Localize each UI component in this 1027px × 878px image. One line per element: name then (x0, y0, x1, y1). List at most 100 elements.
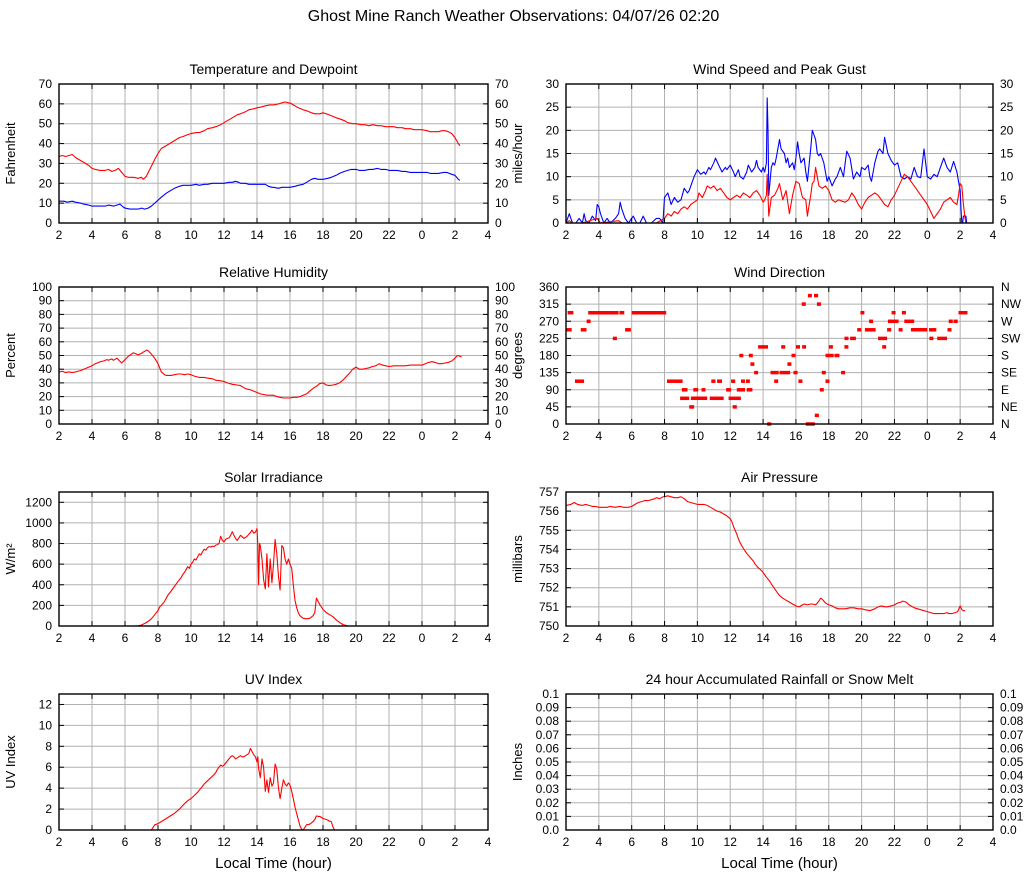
svg-text:14: 14 (250, 631, 264, 645)
svg-text:200: 200 (32, 598, 52, 612)
tick-marks (565, 286, 994, 425)
svg-text:30: 30 (495, 376, 509, 390)
svg-text:2: 2 (56, 429, 63, 443)
svg-text:0.07: 0.07 (1000, 728, 1024, 742)
svg-text:12: 12 (217, 631, 231, 645)
svg-text:22: 22 (888, 631, 902, 645)
svg-text:2: 2 (957, 631, 964, 645)
svg-text:6: 6 (628, 429, 635, 443)
tick-marks (565, 491, 994, 627)
svg-text:25: 25 (1000, 100, 1014, 114)
svg-text:12: 12 (724, 631, 738, 645)
svg-text:0: 0 (419, 631, 426, 645)
svg-text:0: 0 (552, 216, 559, 230)
svg-text:20: 20 (855, 835, 869, 849)
svg-text:12: 12 (217, 429, 231, 443)
x-tick-labels: 2 4 6 8 10 12 14 16 18 20 22 0 2 4 (56, 835, 492, 849)
svg-text:18: 18 (316, 228, 330, 242)
svg-text:756: 756 (539, 504, 559, 518)
svg-text:0.02: 0.02 (536, 796, 560, 810)
svg-text:10: 10 (691, 631, 705, 645)
svg-text:2: 2 (56, 835, 63, 849)
svg-text:E: E (1001, 383, 1009, 397)
svg-text:14: 14 (250, 228, 264, 242)
svg-text:10: 10 (39, 718, 53, 732)
y-tick-labels: 0 10 20 30 40 50 60 70 0 10 20 30 40 50 60 70 (39, 77, 509, 230)
svg-text:20: 20 (546, 123, 560, 137)
y-tick-labels: 0 2 4 6 8 10 12 (39, 697, 53, 837)
svg-text:14: 14 (250, 429, 264, 443)
svg-text:4: 4 (485, 429, 492, 443)
svg-text:0.09: 0.09 (536, 701, 560, 715)
svg-text:60: 60 (495, 335, 509, 349)
svg-text:20: 20 (855, 429, 869, 443)
svg-text:20: 20 (349, 835, 363, 849)
series-wind_speed-line (565, 166, 969, 224)
svg-text:0.08: 0.08 (1000, 714, 1024, 728)
y-axis-label: degrees (510, 332, 525, 379)
svg-text:0.0: 0.0 (1000, 823, 1017, 837)
x-tick-labels: 2 4 6 8 10 12 14 16 18 20 22 0 2 4 (56, 429, 492, 443)
svg-text:14: 14 (756, 631, 770, 645)
x-tick-labels: 2 4 6 8 10 12 14 16 18 20 22 0 2 4 (563, 429, 997, 443)
svg-text:10: 10 (495, 196, 509, 210)
svg-text:16: 16 (789, 631, 803, 645)
chart-solar_irradiance: 2 4 6 8 10 12 14 16 18 20 22 0 2 40200400600800100012… (3, 469, 492, 645)
svg-text:4: 4 (485, 835, 492, 849)
svg-text:180: 180 (539, 349, 559, 363)
svg-text:4: 4 (596, 835, 603, 849)
tick-marks (565, 83, 994, 224)
series-uv-line (59, 747, 462, 831)
svg-text:50: 50 (39, 117, 53, 131)
svg-text:W: W (1001, 314, 1013, 328)
svg-text:752: 752 (539, 581, 559, 595)
svg-text:0.03: 0.03 (536, 782, 560, 796)
svg-text:40: 40 (39, 362, 53, 376)
svg-text:4: 4 (89, 835, 96, 849)
tick-marks (58, 286, 489, 425)
svg-text:14: 14 (250, 835, 264, 849)
gridlines (58, 694, 489, 831)
svg-text:70: 70 (39, 77, 53, 91)
svg-text:8: 8 (661, 631, 668, 645)
svg-text:0.07: 0.07 (536, 728, 560, 742)
gridlines (565, 286, 994, 425)
chart-wind_direction: 2 4 6 8 10 12 14 16 18 20 22 0 2 40459013518022527031… (510, 264, 1022, 443)
svg-text:6: 6 (122, 228, 129, 242)
svg-text:2: 2 (563, 631, 570, 645)
svg-text:NW: NW (1001, 297, 1022, 311)
chart-title: Relative Humidity (219, 264, 328, 280)
svg-text:2: 2 (957, 429, 964, 443)
x-tick-labels: 2 4 6 8 10 12 14 16 18 20 22 0 2 4 (563, 835, 997, 849)
svg-text:4: 4 (990, 631, 997, 645)
svg-text:0.09: 0.09 (1000, 701, 1024, 715)
series-temperature-line (58, 101, 461, 180)
svg-text:1200: 1200 (25, 495, 52, 509)
svg-text:20: 20 (495, 390, 509, 404)
gridlines (58, 286, 489, 425)
svg-text:0: 0 (45, 216, 52, 230)
svg-text:0.01: 0.01 (536, 809, 560, 823)
svg-text:40: 40 (39, 137, 53, 151)
x-axis-label: Local Time (hour) (721, 855, 838, 872)
svg-text:750: 750 (539, 619, 559, 633)
svg-text:0.02: 0.02 (1000, 796, 1024, 810)
svg-text:4: 4 (990, 835, 997, 849)
svg-text:0.04: 0.04 (1000, 769, 1024, 783)
wind-direction-points (566, 293, 968, 426)
svg-text:6: 6 (628, 631, 635, 645)
svg-text:6: 6 (45, 760, 52, 774)
svg-text:16: 16 (789, 835, 803, 849)
svg-text:12: 12 (724, 228, 738, 242)
x-tick-labels: 2 4 6 8 10 12 14 16 18 20 22 0 2 4 (56, 631, 492, 645)
svg-text:2: 2 (45, 802, 52, 816)
svg-text:N: N (1001, 280, 1010, 294)
svg-text:753: 753 (539, 562, 559, 576)
y-tick-labels: 0102030405060708090100010203040506070809… (32, 280, 515, 431)
svg-text:50: 50 (495, 349, 509, 363)
svg-text:20: 20 (39, 176, 53, 190)
svg-text:6: 6 (122, 835, 129, 849)
plot-border (58, 83, 489, 224)
svg-text:10: 10 (691, 429, 705, 443)
svg-text:0: 0 (45, 619, 52, 633)
